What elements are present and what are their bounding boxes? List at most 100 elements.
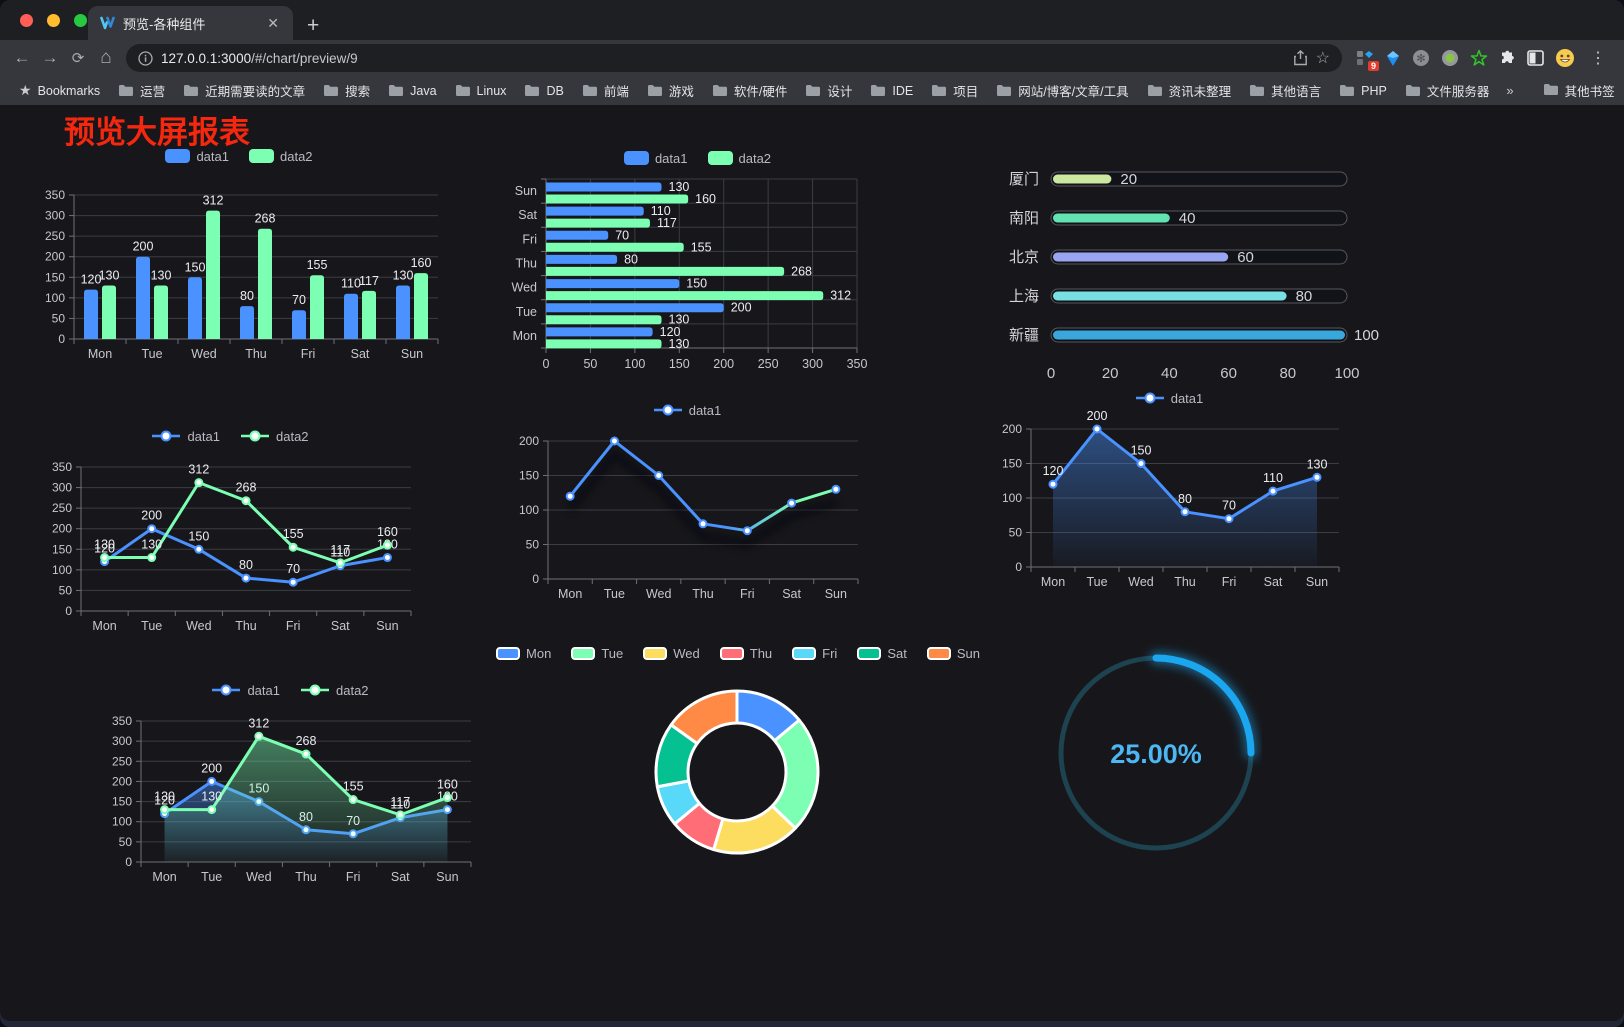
dot-extension-icon[interactable] <box>1441 49 1459 67</box>
bookmark-folder-搜索[interactable]: 搜索 <box>314 78 379 103</box>
other-bookmarks-folder[interactable]: 其他书签 <box>1534 78 1624 103</box>
svg-text:150: 150 <box>185 260 206 274</box>
home-icon[interactable]: ⌂ <box>100 47 112 68</box>
svg-text:Wed: Wed <box>512 281 538 295</box>
browser-tab[interactable]: 预览-各种组件 ✕ <box>88 6 293 40</box>
folder-icon <box>1543 83 1559 99</box>
forward-icon[interactable]: → <box>41 48 59 67</box>
chart-canvas[interactable] <box>552 666 924 880</box>
svg-text:117: 117 <box>390 795 410 809</box>
profile-avatar[interactable] <box>1555 48 1575 68</box>
svg-text:Sun: Sun <box>1306 575 1328 589</box>
single-area-chart[interactable]: data1 0 50 100 150 200 Mon Tue Wed Thu Fri Sat Sun 12… <box>985 385 1353 597</box>
tab-close-icon[interactable]: ✕ <box>267 14 279 31</box>
legend-item-Sat[interactable]: Sat <box>857 646 907 661</box>
horizontal-bar-chart[interactable]: data1 data2 0 50 100 150 200 250 300 350 Sun 130 160… <box>500 145 895 380</box>
tab-strip: 预览-各种组件 ✕ + <box>0 0 1624 40</box>
legend-item-Mon[interactable]: Mon <box>496 646 551 661</box>
bookmark-star-icon[interactable]: ☆ <box>1315 50 1330 67</box>
chart-canvas[interactable]: 0 50 100 150 200 250 300 350 Mon Tue Wed Thu Fri Sat S… <box>28 169 450 373</box>
bookmark-folder-近期需要读的文章[interactable]: 近期需要读的文章 <box>174 78 314 103</box>
svg-text:40: 40 <box>1179 210 1196 227</box>
extensions-puzzle-icon[interactable] <box>1499 50 1516 67</box>
svg-text:Thu: Thu <box>235 619 257 633</box>
legend-item-data2[interactable]: data2 <box>707 151 771 166</box>
svg-text:Sat: Sat <box>331 619 350 633</box>
gradient-line-chart[interactable]: data1 0 50 100 150 200 Mon Tue Wed Thu Fri Sat Sun <box>502 397 872 609</box>
legend-item-Tue[interactable]: Tue <box>571 646 623 661</box>
bookmark-folder-Java[interactable]: Java <box>379 81 445 101</box>
bookmark-folder-DB[interactable]: DB <box>515 81 572 101</box>
chart-canvas[interactable]: 0 50 100 150 200 250 300 350 Mon Tue Wed Thu Fri Sat S… <box>95 703 485 892</box>
donut-chart[interactable]: Mon Tue Wed Thu Fri Sat Sun <box>496 640 980 880</box>
legend-item-Fri[interactable]: Fri <box>792 646 837 661</box>
legend-item-data1[interactable]: data1 <box>1135 391 1203 406</box>
bookmark-folder-其他语言[interactable]: 其他语言 <box>1240 78 1330 103</box>
minimize-window-button[interactable] <box>47 14 60 27</box>
bookmark-folder-项目[interactable]: 项目 <box>922 78 987 103</box>
pie-slice-Sun[interactable] <box>669 689 739 745</box>
svg-text:300: 300 <box>52 481 72 495</box>
svg-text:50: 50 <box>1009 526 1023 540</box>
bookmark-folder-设计[interactable]: 设计 <box>796 78 861 103</box>
legend-item-data1[interactable]: data1 <box>653 403 721 418</box>
maximize-window-button[interactable] <box>74 14 87 27</box>
chart-canvas[interactable]: 25.00% <box>1050 643 1262 863</box>
bookmark-folder-资讯未整理[interactable]: 资讯未整理 <box>1138 78 1241 103</box>
svg-text:350: 350 <box>847 357 868 371</box>
legend-item-data2[interactable]: data2 <box>249 149 313 164</box>
bookmark-folder-IDE[interactable]: IDE <box>861 81 922 101</box>
legend-item-data2[interactable]: data2 <box>300 683 369 698</box>
bookmarks-manager-item[interactable]: ★ Bookmarks <box>10 79 109 102</box>
svg-text:Tue: Tue <box>141 347 162 361</box>
snowflake-extension-icon[interactable]: ✻ <box>1412 49 1430 67</box>
legend-item-data1[interactable]: data1 <box>165 149 229 164</box>
svg-text:80: 80 <box>1178 492 1192 506</box>
chart-canvas[interactable]: 0 50 100 150 200 250 300 350 Mon Tue Wed Thu Fri Sat S… <box>35 449 425 641</box>
legend-item-Sun[interactable]: Sun <box>926 646 980 661</box>
legend-item-data1[interactable]: data1 <box>151 429 220 444</box>
reload-icon[interactable]: ⟳ <box>71 50 85 67</box>
bookmark-folder-文件服务器[interactable]: 文件服务器 <box>1396 78 1499 103</box>
bookmark-folder-前端[interactable]: 前端 <box>573 78 638 103</box>
svg-text:Sun: Sun <box>401 347 423 361</box>
legend-item-data1[interactable]: data1 <box>623 151 688 166</box>
bookmark-folder-软件/硬件[interactable]: 软件/硬件 <box>703 78 796 103</box>
bookmark-folder-游戏[interactable]: 游戏 <box>638 78 703 103</box>
chart-canvas[interactable]: 0 50 100 150 200 Mon Tue Wed Thu Fri Sat Sun <box>502 423 872 609</box>
kite-extension-icon[interactable] <box>1385 50 1401 67</box>
bar-data2-Mon <box>546 339 662 349</box>
svg-text:300: 300 <box>112 734 132 748</box>
legend-item-data2[interactable]: data2 <box>240 429 309 444</box>
gauge-chart[interactable]: 25.00% <box>1050 643 1262 863</box>
bookmarks-overflow-icon[interactable]: » <box>1506 83 1514 98</box>
new-tab-button[interactable]: + <box>307 14 320 37</box>
menu-icon[interactable]: ⋮ <box>1590 50 1606 67</box>
address-bar[interactable]: 127.0.0.1:3000/#/chart/preview/9 ☆ <box>126 44 1342 72</box>
legend-item-data1[interactable]: data1 <box>211 683 280 698</box>
chart-canvas[interactable]: 0 50 100 150 200 Mon Tue Wed Thu Fri Sat Sun 120 200 1… <box>985 411 1353 597</box>
grouped-bar-chart[interactable]: data1 data2 0 50 100 150 200 250 300 350 Mon Tue Wed… <box>28 143 450 373</box>
progress-bars-chart[interactable]: 厦门 20 南阳 40 北京 60 上海 80 新疆 100 0 20 40 60 80 100 <box>995 150 1380 385</box>
bookmark-folder-PHP[interactable]: PHP <box>1330 81 1396 101</box>
share-icon[interactable] <box>1293 50 1308 66</box>
bookmarks-label: Bookmarks <box>37 83 101 98</box>
star-extension-icon[interactable] <box>1470 49 1488 67</box>
bookmark-folder-网站/博客/文章/工具[interactable]: 网站/博客/文章/工具 <box>987 78 1137 103</box>
close-window-button[interactable] <box>20 14 33 27</box>
legend-item-Thu[interactable]: Thu <box>719 646 772 661</box>
two-series-line-chart[interactable]: data1 data2 0 50 100 150 200 250 300 350 Mon Tue Wed… <box>35 423 425 641</box>
panel-extension-icon[interactable]: 9 <box>1356 49 1379 71</box>
site-info-icon[interactable] <box>138 50 153 66</box>
svg-text:117: 117 <box>330 543 350 557</box>
bar-data2-Wed <box>546 291 824 301</box>
sidebar-toggle-icon[interactable] <box>1527 50 1544 66</box>
chart-canvas[interactable]: 厦门 20 南阳 40 北京 60 上海 80 新疆 100 0 20 40 60 80 100 <box>995 150 1380 385</box>
legend-item-Wed[interactable]: Wed <box>643 646 700 661</box>
folder-icon <box>455 84 471 97</box>
bookmark-folder-运营[interactable]: 运营 <box>109 78 174 103</box>
back-icon[interactable]: ← <box>13 48 31 67</box>
bookmark-folder-Linux[interactable]: Linux <box>446 81 516 101</box>
two-series-area-chart[interactable]: data1 data2 0 50 100 150 200 250 300 350 Mon Tue Wed… <box>95 677 485 892</box>
